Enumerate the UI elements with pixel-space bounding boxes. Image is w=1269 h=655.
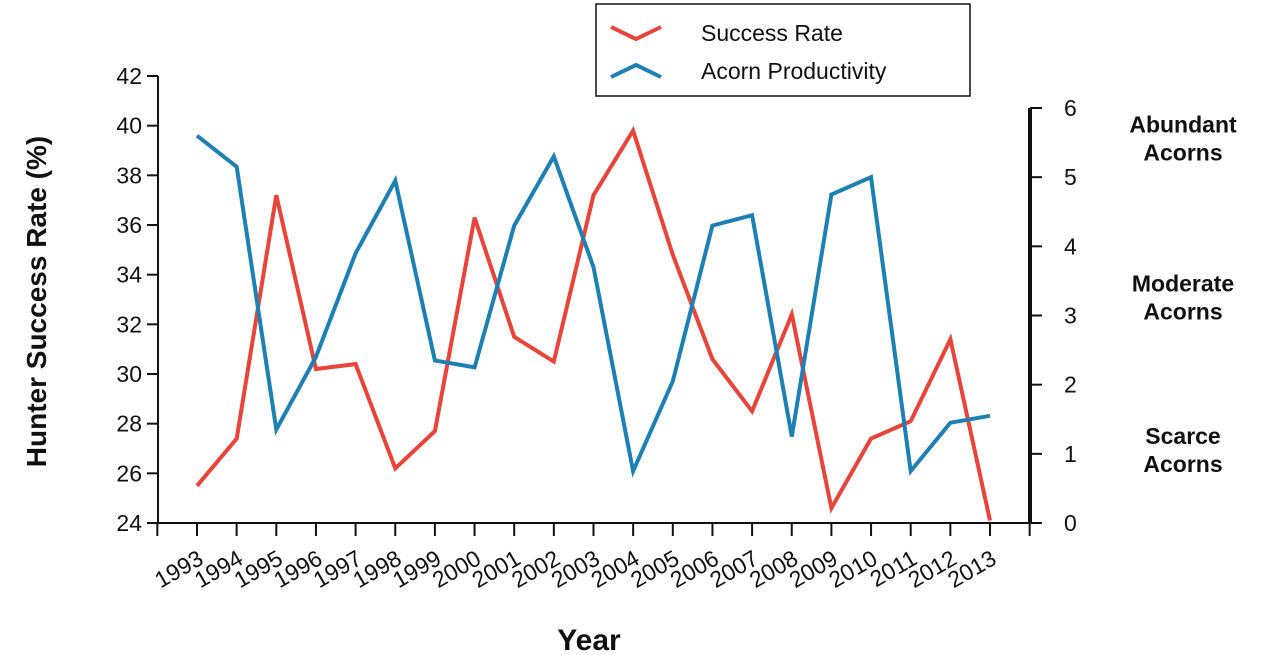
right-category-label: Scarce bbox=[1145, 423, 1220, 449]
series-layer bbox=[195, 125, 992, 521]
left-y-tick-label: 30 bbox=[116, 361, 142, 387]
legend-label: Acorn Productivity bbox=[701, 58, 887, 84]
right-y-tick-label: 5 bbox=[1064, 164, 1077, 190]
right-y-tick-label: 6 bbox=[1064, 95, 1077, 121]
left-y-tick-label: 36 bbox=[116, 212, 142, 238]
legend-swatch bbox=[610, 25, 662, 42]
legend-box bbox=[595, 3, 971, 97]
left-y-tick-label: 32 bbox=[116, 311, 142, 337]
legend-swatch bbox=[610, 62, 662, 79]
series-line-success-rate bbox=[195, 125, 992, 521]
series-line-acorn-productivity bbox=[195, 134, 991, 478]
left-y-tick-label: 24 bbox=[116, 510, 142, 536]
left-y-tick-label: 34 bbox=[116, 262, 142, 288]
left-y-tick-label: 26 bbox=[116, 460, 142, 486]
left-y-tick-label: 40 bbox=[116, 113, 142, 139]
right-y-tick-label: 3 bbox=[1064, 303, 1077, 329]
left-y-axis-title: Hunter Success Rate (%) bbox=[21, 136, 52, 467]
right-category-label: Abundant bbox=[1129, 112, 1237, 138]
legend: Success Rate Acorn Productivity bbox=[595, 3, 971, 97]
right-category-label: Moderate bbox=[1132, 271, 1234, 297]
legend-label: Success Rate bbox=[701, 20, 843, 46]
left-y-tick-label: 42 bbox=[116, 63, 142, 89]
right-category-label: Acorns bbox=[1143, 299, 1222, 325]
right-y-tick-label: 0 bbox=[1064, 510, 1077, 536]
right-y-tick-label: 4 bbox=[1064, 233, 1077, 259]
axis-labels: Hunter Success Rate (%)YearAbundantAcorn… bbox=[21, 112, 1237, 655]
left-y-tick-label: 38 bbox=[116, 162, 142, 188]
left-y-tick-label: 28 bbox=[116, 411, 142, 437]
right-category-label: Acorns bbox=[1143, 451, 1222, 477]
right-category-label: Acorns bbox=[1143, 140, 1222, 166]
x-axis-title: Year bbox=[557, 624, 621, 655]
right-y-tick-label: 2 bbox=[1064, 372, 1077, 398]
right-y-tick-label: 1 bbox=[1064, 441, 1077, 467]
